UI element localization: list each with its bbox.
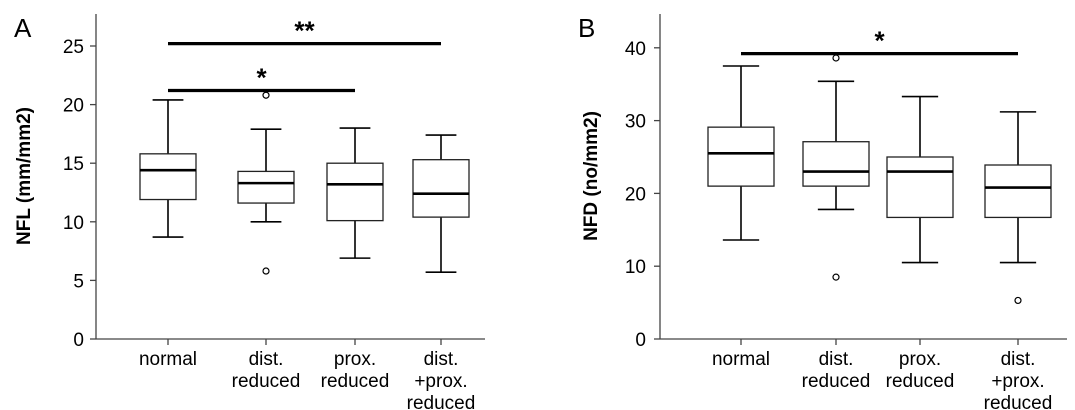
x-category-label-line: reduced <box>802 371 871 392</box>
x-category-label-line: dist. <box>1001 349 1036 370</box>
box-group-0 <box>707 65 775 241</box>
outlier-point <box>832 54 840 62</box>
x-category-label-line: dist. <box>249 349 284 370</box>
iqr-box <box>802 141 870 187</box>
x-category-label: normal <box>712 349 770 370</box>
y-axis-title: NFD (no/mm2) <box>581 111 602 241</box>
y-tick-label: 0 <box>635 330 646 351</box>
box-group-1 <box>237 91 295 275</box>
x-category-label-line: normal <box>712 349 770 370</box>
x-category-label: dist. reduced <box>802 349 871 392</box>
box-group-3 <box>412 134 470 273</box>
panel-letter: A <box>14 13 32 43</box>
x-category-label-line: reduced <box>984 393 1053 410</box>
x-category-label: dist. reduced <box>232 349 301 392</box>
box-group-1 <box>802 54 870 281</box>
panel-letter: B <box>578 13 595 43</box>
box-group-0 <box>139 99 197 238</box>
x-category-label-line: reduced <box>321 371 390 392</box>
x-category-label-line: reduced <box>886 371 955 392</box>
y-tick-label: 25 <box>63 37 84 58</box>
box-group-2 <box>886 95 954 264</box>
y-tick-label: 5 <box>73 271 84 292</box>
x-category-label-line: reduced <box>407 393 476 410</box>
iqr-box <box>984 164 1052 219</box>
iqr-box <box>707 126 775 187</box>
x-category-label-line: prox. <box>899 349 941 370</box>
y-tick-label: 0 <box>73 330 84 351</box>
iqr-box <box>326 162 384 222</box>
x-category-label: prox. reduced <box>886 349 955 392</box>
x-category-label: normal <box>139 349 197 370</box>
iqr-box <box>412 159 470 218</box>
y-tick-label: 20 <box>625 184 646 205</box>
y-tick-label: 15 <box>63 154 84 175</box>
iqr-box <box>886 156 954 219</box>
x-category-label-line: +prox. <box>991 371 1044 392</box>
outlier-point <box>262 267 270 275</box>
x-category-label-line: +prox. <box>414 371 467 392</box>
x-category-label-line: dist. <box>424 349 459 370</box>
y-tick-label: 30 <box>625 112 646 133</box>
x-category-label: dist. +prox. reduced <box>407 349 476 410</box>
significance-label: * <box>256 63 267 93</box>
iqr-box <box>139 153 197 201</box>
y-axis-title: NFL (mm/mm2) <box>14 107 35 245</box>
x-category-label-line: dist. <box>819 349 854 370</box>
x-category-label: dist. +prox. reduced <box>984 349 1053 410</box>
y-tick-label: 10 <box>625 257 646 278</box>
iqr-box <box>237 170 295 204</box>
x-category-label: prox. reduced <box>321 349 390 392</box>
y-tick-label: 40 <box>625 39 646 60</box>
y-tick-label: 10 <box>63 213 84 234</box>
significance-label: ** <box>294 16 315 46</box>
x-category-label-line: prox. <box>334 349 376 370</box>
outlier-point <box>1014 296 1022 305</box>
box-group-3 <box>984 111 1052 305</box>
outlier-point <box>262 91 270 99</box>
outlier-point <box>832 273 840 281</box>
significance-label: * <box>874 26 885 56</box>
x-category-label-line: normal <box>139 349 197 370</box>
x-category-label-line: reduced <box>232 371 301 392</box>
y-tick-label: 20 <box>63 96 84 117</box>
box-group-2 <box>326 127 384 259</box>
